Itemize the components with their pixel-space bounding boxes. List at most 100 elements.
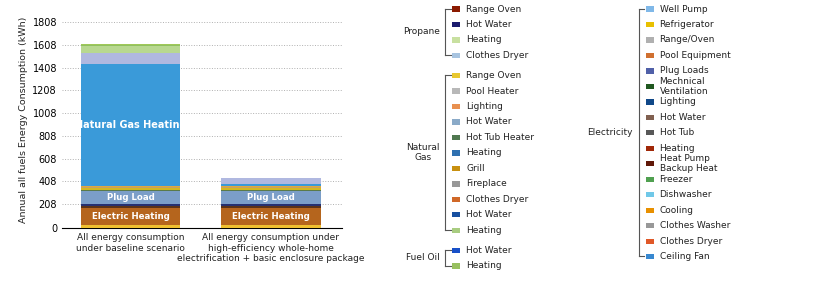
Bar: [81, 186, 181, 187]
Bar: [81, 45, 181, 46]
Bar: [221, 183, 321, 186]
FancyBboxPatch shape: [452, 181, 460, 187]
Text: Hot Tub: Hot Tub: [659, 128, 694, 137]
Text: Heating: Heating: [466, 148, 502, 157]
FancyBboxPatch shape: [645, 254, 654, 259]
Bar: [81, 190, 181, 191]
Text: Pool Heater: Pool Heater: [466, 86, 518, 95]
FancyBboxPatch shape: [452, 88, 460, 94]
FancyBboxPatch shape: [452, 6, 460, 12]
FancyBboxPatch shape: [452, 248, 460, 253]
Text: Mechnical
Ventilation: Mechnical Ventilation: [659, 77, 708, 96]
FancyBboxPatch shape: [452, 212, 460, 218]
Text: Refrigerator: Refrigerator: [659, 20, 714, 29]
Bar: [81, 64, 181, 186]
FancyBboxPatch shape: [452, 197, 460, 202]
FancyBboxPatch shape: [645, 208, 654, 213]
Text: Clothes Dryer: Clothes Dryer: [659, 237, 722, 246]
FancyBboxPatch shape: [452, 228, 460, 233]
Bar: [81, 53, 181, 64]
Bar: [221, 187, 321, 188]
Text: Natural Gas Heating: Natural Gas Heating: [75, 120, 186, 130]
Text: Range/Oven: Range/Oven: [659, 35, 715, 44]
FancyBboxPatch shape: [452, 135, 460, 140]
Bar: [81, 46, 181, 53]
Text: Plug Load: Plug Load: [247, 193, 295, 202]
Text: Range Oven: Range Oven: [466, 71, 521, 80]
Text: Lighting: Lighting: [659, 97, 696, 106]
FancyBboxPatch shape: [452, 119, 460, 125]
Bar: [81, 208, 181, 225]
FancyBboxPatch shape: [645, 177, 654, 182]
Text: Hot Water: Hot Water: [466, 20, 512, 29]
FancyBboxPatch shape: [645, 161, 654, 166]
FancyBboxPatch shape: [452, 22, 460, 27]
Text: Heating: Heating: [466, 35, 502, 44]
FancyBboxPatch shape: [452, 37, 460, 43]
FancyBboxPatch shape: [645, 146, 654, 151]
Bar: [221, 190, 321, 191]
Text: Lighting: Lighting: [466, 102, 503, 111]
Text: Hot Water: Hot Water: [466, 246, 512, 255]
Text: Clothes Dryer: Clothes Dryer: [466, 195, 528, 204]
Bar: [81, 191, 181, 204]
Bar: [221, 188, 321, 190]
Text: Grill: Grill: [466, 164, 485, 173]
FancyBboxPatch shape: [645, 130, 654, 135]
Text: Range Oven: Range Oven: [466, 4, 521, 13]
Text: Electricity: Electricity: [587, 128, 633, 137]
FancyBboxPatch shape: [645, 99, 654, 105]
Bar: [221, 208, 321, 225]
Text: Hot Water: Hot Water: [659, 113, 705, 122]
Text: Heating: Heating: [659, 144, 695, 153]
Text: Clothes Dryer: Clothes Dryer: [466, 51, 528, 60]
Bar: [81, 44, 181, 45]
FancyBboxPatch shape: [452, 73, 460, 78]
FancyBboxPatch shape: [452, 150, 460, 156]
FancyBboxPatch shape: [645, 192, 654, 197]
FancyBboxPatch shape: [645, 239, 654, 244]
Bar: [81, 225, 181, 228]
Text: Plug Loads: Plug Loads: [659, 66, 708, 75]
FancyBboxPatch shape: [645, 84, 654, 89]
Text: Hot Water: Hot Water: [466, 117, 512, 126]
FancyBboxPatch shape: [452, 53, 460, 58]
FancyBboxPatch shape: [645, 22, 654, 27]
Text: Hot Tub Heater: Hot Tub Heater: [466, 133, 534, 142]
Text: Heating: Heating: [466, 261, 502, 270]
Text: Hot Water: Hot Water: [466, 210, 512, 219]
Bar: [221, 225, 321, 228]
Text: Natural
Gas: Natural Gas: [406, 143, 440, 162]
Bar: [221, 186, 321, 187]
Bar: [81, 187, 181, 188]
Text: Well Pump: Well Pump: [659, 4, 707, 13]
Text: Electric Heating: Electric Heating: [92, 212, 169, 221]
Text: Dishwasher: Dishwasher: [659, 190, 712, 199]
Bar: [221, 178, 321, 183]
FancyBboxPatch shape: [452, 263, 460, 269]
Bar: [81, 206, 181, 208]
FancyBboxPatch shape: [452, 104, 460, 109]
Bar: [81, 188, 181, 190]
FancyBboxPatch shape: [645, 223, 654, 228]
Text: Heat Pump
Backup Heat: Heat Pump Backup Heat: [659, 154, 717, 173]
Text: Plug Load: Plug Load: [106, 193, 154, 202]
Text: Pool Equipment: Pool Equipment: [659, 51, 730, 60]
Bar: [221, 206, 321, 208]
FancyBboxPatch shape: [645, 68, 654, 74]
Text: Heating: Heating: [466, 226, 502, 235]
Bar: [81, 204, 181, 206]
Bar: [221, 204, 321, 206]
FancyBboxPatch shape: [645, 6, 654, 12]
Text: Fireplace: Fireplace: [466, 179, 507, 188]
FancyBboxPatch shape: [645, 37, 654, 43]
Text: Freezer: Freezer: [659, 175, 693, 184]
Text: Propane: Propane: [403, 27, 440, 36]
Text: Clothes Washer: Clothes Washer: [659, 221, 730, 230]
Text: Cooling: Cooling: [659, 206, 694, 215]
Bar: [221, 191, 321, 204]
FancyBboxPatch shape: [452, 166, 460, 171]
Y-axis label: Annual all fuels Energy Consumption (kWh): Annual all fuels Energy Consumption (kWh…: [19, 17, 28, 223]
Text: Fuel Oil: Fuel Oil: [406, 253, 440, 263]
FancyBboxPatch shape: [645, 53, 654, 58]
